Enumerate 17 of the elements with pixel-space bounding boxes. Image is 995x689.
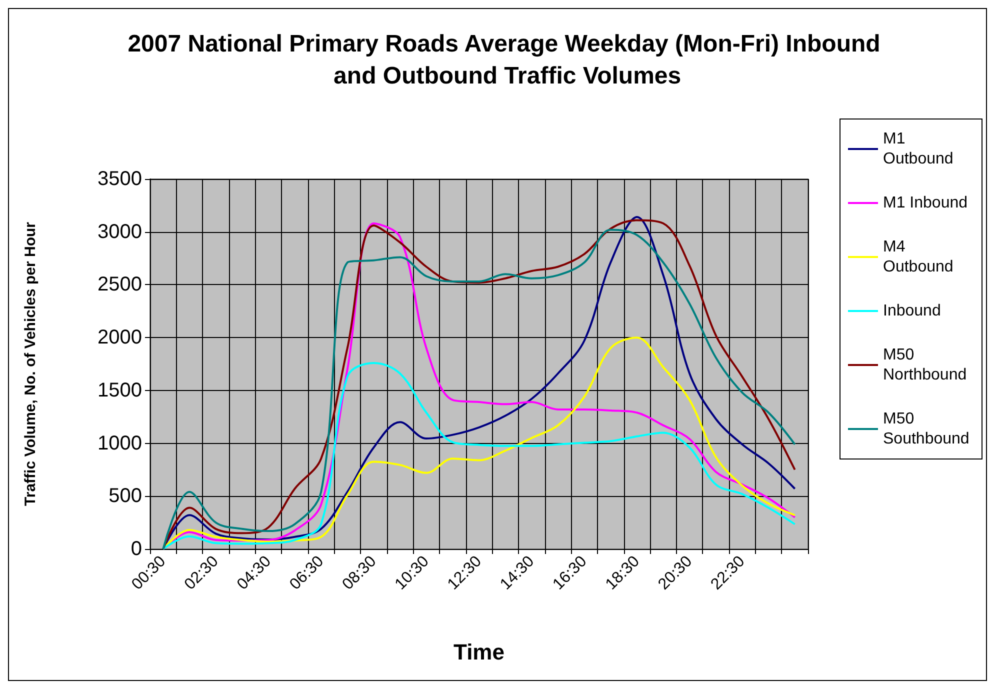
y-tick-label: 1500 xyxy=(98,379,142,402)
legend-label: M50 Southbound xyxy=(883,410,970,448)
y-tick-label: 3000 xyxy=(98,220,142,243)
y-tick-label: 2500 xyxy=(98,274,142,296)
x-axis-title: Time xyxy=(454,640,504,664)
y-tick-label: 2000 xyxy=(98,326,142,349)
legend-label: Inbound xyxy=(883,302,941,320)
legend-label: M4 Outbound xyxy=(883,238,954,276)
legend-label: M1 Inbound xyxy=(883,194,968,212)
y-tick-label: 500 xyxy=(108,485,142,508)
legend-label: M1 Outbound xyxy=(883,130,954,168)
chart-title: 2007 National Primary Roads Average Weekday (Mon-Fri) Inbound and Outbound Traffic Volumes xyxy=(128,30,880,90)
y-tick-label: 3500 xyxy=(98,168,142,190)
legend-label: M50 Northbound xyxy=(883,346,967,384)
y-axis-title: Traffic Volume, No. of Vehicles per Hour xyxy=(22,222,39,506)
y-tick-label: 0 xyxy=(130,538,142,560)
y-tick-label: 1000 xyxy=(98,432,142,454)
